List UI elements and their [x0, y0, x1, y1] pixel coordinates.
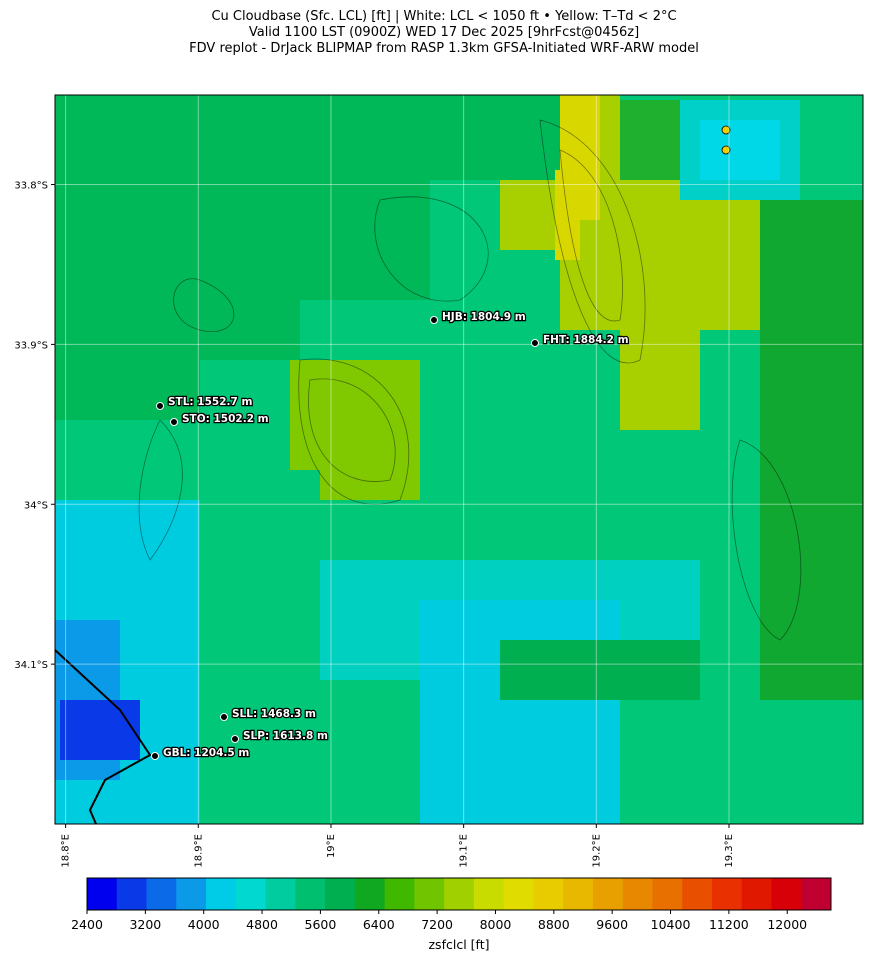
colorbar-label: zsfclcl [ft]: [429, 937, 490, 952]
station-label: HJB: 1804.9 m: [442, 311, 526, 323]
station-label: FHT: 1884.2 m: [543, 334, 629, 346]
colorbar-tick-label: 4800: [246, 917, 278, 932]
colorbar-swatch: [533, 878, 564, 910]
y-tick-label: 33.8°S: [14, 181, 48, 192]
x-tick-label: 19.3°E: [724, 834, 735, 868]
subtitle: Valid 1100 LST (0900Z) WED 17 Dec 2025 […: [249, 25, 639, 40]
station-label: SLL: 1468.3 m: [232, 708, 316, 720]
station-marker: [531, 339, 539, 347]
x-tick-label: 18.9°E: [193, 834, 204, 868]
colorbar-swatch: [325, 878, 356, 910]
colorbar: 2400 3200 4000 4800 5600 6400 7200 8000 8800 9600…: [71, 877, 832, 932]
station-marker: [220, 713, 228, 721]
subtitle: FDV replot - DrJack BLIPMAP from RASP 1.…: [189, 41, 699, 56]
y-tick-label: 34°S: [24, 500, 48, 511]
map-field: [55, 95, 863, 824]
colorbar-swatch: [235, 878, 267, 910]
station-label: GBL: 1204.5 m: [163, 747, 249, 759]
colorbar-swatch: [295, 878, 326, 910]
station-label: STL: 1552.7 m: [168, 396, 252, 408]
colorbar-swatch: [265, 878, 296, 910]
station-marker: [170, 418, 178, 426]
colorbar-tick-label: 6400: [363, 917, 395, 932]
x-tick-label: 18.8°E: [61, 834, 72, 868]
grid: 18.8°E 18.9°E 19°E 19.1°E 19.2°E 19.3°E 33.8°S…: [14, 95, 863, 868]
x-tick-label: 19.2°E: [591, 834, 602, 868]
map-frame: [54, 94, 864, 825]
colorbar-tick-label: 5600: [305, 917, 337, 932]
colorbar-swatch: [592, 878, 624, 910]
colorbar-swatch: [206, 878, 237, 910]
colorbar-tick-label: 7200: [421, 917, 453, 932]
y-tick-label: 34.1°S: [14, 660, 48, 671]
colorbar-tick-label: 9600: [596, 917, 628, 932]
colorbar-swatch: [116, 878, 148, 910]
colorbar-tick-label: 3200: [129, 917, 161, 932]
colorbar-swatch: [741, 878, 772, 910]
colorbar-swatch: [87, 878, 118, 910]
colorbar-swatch: [176, 878, 207, 910]
colorbar-swatch: [414, 878, 445, 910]
colorbar-swatch: [771, 878, 802, 910]
colorbar-swatch: [682, 878, 713, 910]
station-marker: [430, 316, 438, 324]
colorbar-swatch: [354, 878, 386, 910]
colorbar-frame: [86, 877, 832, 911]
station-label: SLP: 1613.8 m: [243, 730, 328, 742]
colorbar-swatch: [503, 878, 534, 910]
stations: HJB: 1804.9 m FHT: 1884.2 m STL: 1552.7 …: [151, 310, 630, 760]
station-marker: [151, 752, 159, 760]
colorbar-tick-label: 10400: [651, 917, 691, 932]
colorbar-tick-label: 8000: [480, 917, 512, 932]
colorbar-tick-label: 12000: [767, 917, 807, 932]
station-label: STO: 1502.2 m: [182, 413, 269, 425]
y-tick-label: 33.9°S: [14, 340, 48, 351]
title: Cu Cloudbase (Sfc. LCL) [ft] | White: LC…: [211, 9, 676, 24]
colorbar-swatch: [384, 878, 415, 910]
colorbar-tick-label: 8800: [538, 917, 570, 932]
colorbar-swatch: [711, 878, 743, 910]
colorbar-swatch: [801, 878, 832, 910]
colorbar-tick-label: 11200: [709, 917, 749, 932]
colorbar-swatch: [652, 878, 683, 910]
colorbar-swatch: [473, 878, 505, 910]
colorbar-tick-label: 4000: [188, 917, 220, 932]
x-tick-label: 19°E: [326, 834, 337, 858]
x-tick-label: 19.1°E: [459, 834, 470, 868]
station-marker: [231, 735, 239, 743]
colorbar-swatch: [622, 878, 653, 910]
colorbar-tick-label: 2400: [71, 917, 103, 932]
colorbar-swatch: [146, 878, 177, 910]
station-marker: [156, 402, 164, 410]
colorbar-swatch: [444, 878, 475, 910]
colorbar-swatch: [563, 878, 594, 910]
